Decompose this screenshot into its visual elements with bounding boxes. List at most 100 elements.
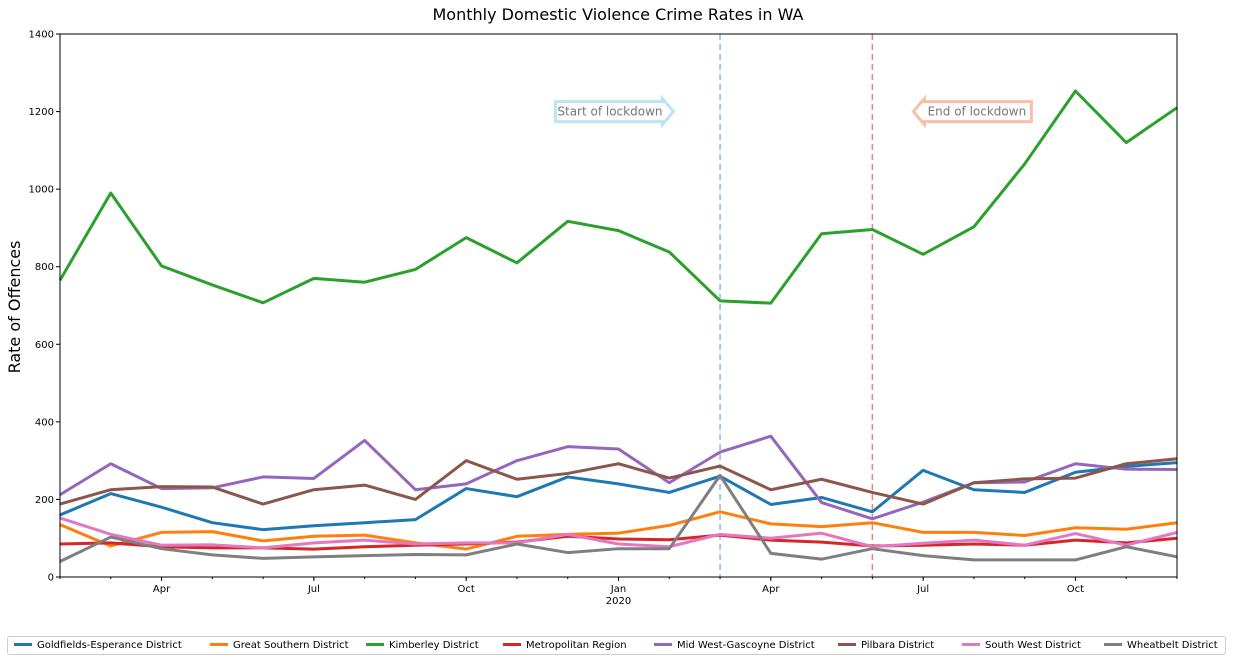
x-tick-label: Jul [916,584,929,595]
data-point [1125,141,1128,144]
x-tick-label: Oct [458,584,475,595]
data-point [1023,534,1026,537]
data-point [312,548,315,551]
data-point [1074,526,1077,529]
y-tick-label: 400 [35,417,54,428]
data-point [719,451,722,454]
data-point [719,510,722,513]
data-point [769,522,772,525]
data-point [820,525,823,528]
line-chart: Monthly Domestic Violence Crime Rates in… [5,5,1178,607]
series-line [59,510,1178,551]
data-point [871,228,874,231]
legend-label: Goldfields-Esperance District [37,640,182,651]
legend-item: Kimberley District [366,640,479,651]
data-point [668,481,671,484]
annotation-text: Start of lockdown [557,105,662,119]
data-point [363,545,366,548]
data-point [617,482,620,485]
data-point [719,533,722,536]
data-point [160,544,163,547]
series-mid-west-gascoyne-district [59,434,1178,521]
series-pilbara-district [59,457,1178,506]
data-point [668,250,671,253]
series-line [59,457,1178,506]
series-line [59,516,1178,550]
data-point [566,551,569,554]
y-tick-label: 1200 [29,107,54,118]
data-point [566,533,569,536]
y-tick-label: 1400 [29,30,54,41]
data-point [617,229,620,232]
data-point [871,491,874,494]
data-point [465,236,468,239]
data-point [109,541,112,544]
data-point [465,541,468,544]
data-point [820,478,823,481]
y-tick-label: 0 [48,573,54,584]
y-axis: 0 200 400 600 800 1000 1200 1400 [29,30,60,584]
data-point [617,543,620,546]
legend-item: Pilbara District [838,640,934,651]
data-point [719,465,722,468]
data-point [1125,545,1128,548]
data-point [211,553,214,556]
data-point [211,543,214,546]
data-point [160,264,163,267]
legend-item: Goldfields-Esperance District [14,640,182,651]
data-point [617,532,620,535]
data-point [769,488,772,491]
data-point [566,445,569,448]
legend-swatch [14,642,32,646]
series-line [59,461,1178,532]
data-point [414,553,417,556]
data-point [414,518,417,521]
data-point [1023,491,1026,494]
data-point [922,503,925,506]
data-point [922,554,925,557]
data-point [211,486,214,489]
data-point [668,538,671,541]
annotation-arrow [911,94,1033,129]
series-goldfields-esperance-district [59,461,1178,532]
data-point [1023,558,1026,561]
data-point [1023,162,1026,165]
data-point [1074,462,1077,465]
data-point [465,548,468,551]
data-point [1074,90,1077,93]
data-point [820,232,823,235]
vlines-layer [719,34,874,577]
data-point [871,521,874,524]
data-point [312,488,315,491]
legend-item: Wheatbelt District [1104,640,1218,651]
legend-label: Pilbara District [861,640,935,651]
data-point [972,539,975,542]
data-point [515,261,518,264]
legend-item: South West District [962,640,1081,651]
data-point [1074,532,1077,535]
data-point [820,501,823,504]
legend-swatch [503,642,521,646]
series-great-southern-district [59,510,1178,551]
legend: Goldfields-Esperance District Great South… [7,636,1226,655]
legend-label: South West District [985,640,1081,651]
data-point [566,472,569,475]
data-point [363,484,366,487]
data-point [414,543,417,546]
x-tick-label: Jul [307,584,320,595]
data-point [515,478,518,481]
data-point [262,475,265,478]
data-point [617,537,620,540]
data-point [1125,462,1128,465]
data-point [211,521,214,524]
legend-item: Great Southern District [210,640,349,651]
series-kimberley-district [58,89,1178,305]
annotations-layer: Start of lockdown End of lockdown [553,94,1033,129]
data-point [719,474,722,477]
legend-swatch [838,642,856,646]
x-tick-label: Apr [762,584,780,595]
legend-swatch [210,642,228,646]
data-point [160,547,163,550]
data-point [312,277,315,280]
data-point [871,547,874,550]
